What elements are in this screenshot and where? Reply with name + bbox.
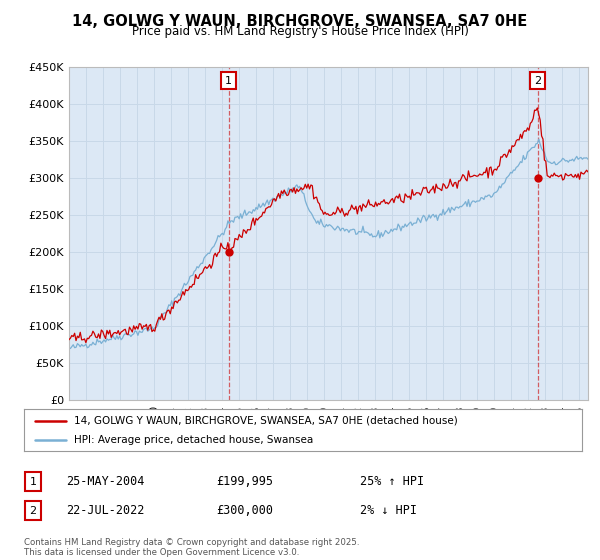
Text: 14, GOLWG Y WAUN, BIRCHGROVE, SWANSEA, SA7 0HE (detached house): 14, GOLWG Y WAUN, BIRCHGROVE, SWANSEA, S… bbox=[74, 416, 458, 426]
Text: 2% ↓ HPI: 2% ↓ HPI bbox=[360, 504, 417, 517]
Text: 14, GOLWG Y WAUN, BIRCHGROVE, SWANSEA, SA7 0HE: 14, GOLWG Y WAUN, BIRCHGROVE, SWANSEA, S… bbox=[73, 14, 527, 29]
Text: 25% ↑ HPI: 25% ↑ HPI bbox=[360, 475, 424, 488]
Text: 2: 2 bbox=[534, 76, 541, 86]
Text: 22-JUL-2022: 22-JUL-2022 bbox=[66, 504, 145, 517]
Text: 25-MAY-2004: 25-MAY-2004 bbox=[66, 475, 145, 488]
Text: 1: 1 bbox=[225, 76, 232, 86]
Text: 1: 1 bbox=[29, 477, 37, 487]
Text: Contains HM Land Registry data © Crown copyright and database right 2025.
This d: Contains HM Land Registry data © Crown c… bbox=[24, 538, 359, 557]
Text: £300,000: £300,000 bbox=[216, 504, 273, 517]
Text: 2: 2 bbox=[29, 506, 37, 516]
Text: HPI: Average price, detached house, Swansea: HPI: Average price, detached house, Swan… bbox=[74, 435, 313, 445]
Text: Price paid vs. HM Land Registry's House Price Index (HPI): Price paid vs. HM Land Registry's House … bbox=[131, 25, 469, 38]
Text: £199,995: £199,995 bbox=[216, 475, 273, 488]
